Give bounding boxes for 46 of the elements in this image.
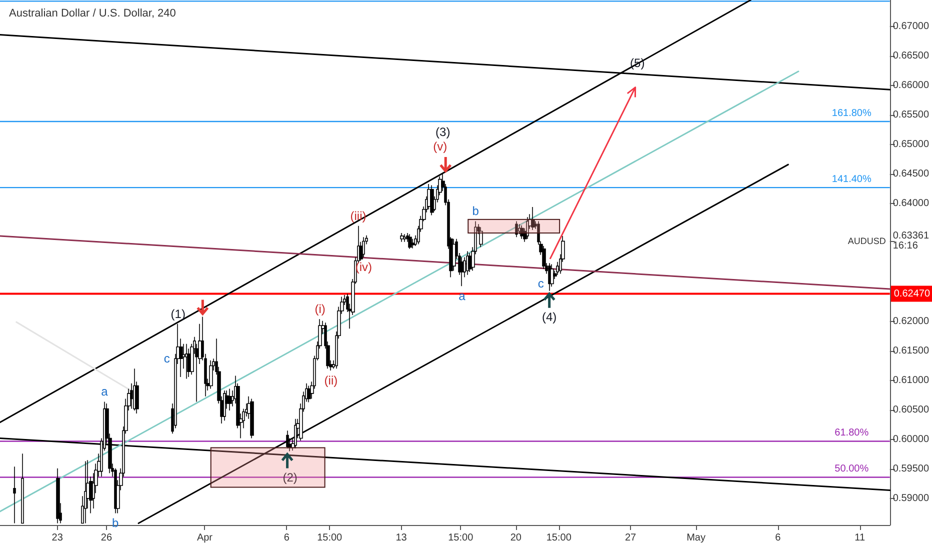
y-tick-label: 0.67000 [892, 21, 930, 32]
annotation: c [164, 352, 170, 366]
ref-line-label: 0.62470 [894, 288, 930, 300]
x-tick-label: 20 [510, 532, 522, 544]
annotation: 161.80% [832, 108, 872, 120]
x-tick-label: 15:00 [448, 532, 474, 544]
text: Australian Dollar / U.S. Dollar, 240 [9, 8, 176, 20]
y-tick-label: 0.59000 [892, 492, 930, 504]
y-tick-label: 0.66500 [892, 50, 930, 62]
x-tick-label: 13 [396, 532, 408, 544]
y-tick-label: 0.62000 [892, 316, 930, 327]
x-tick-label: May [686, 532, 706, 544]
x-tick-label: 6 [775, 532, 782, 544]
x-tick-label: 11 [854, 532, 866, 544]
x-tick-label: Apr [196, 532, 214, 544]
annotation: 61.80% [834, 428, 869, 439]
annotation: b [472, 204, 480, 218]
x-tick-label: 23 [52, 532, 64, 544]
y-tick-label: 0.66000 [892, 80, 930, 92]
x-tick-label: 15:00 [317, 532, 343, 544]
annotation: (ii) [324, 373, 338, 388]
y-tick-label: 0.61500 [892, 345, 930, 356]
y-tick-label: 0.64000 [892, 198, 930, 210]
annotation: (1) [170, 306, 186, 321]
annotation: (iii) [350, 208, 366, 223]
x-tick-label: 26 [100, 532, 112, 544]
annotation: (4) [542, 310, 557, 324]
y-tick-label: 0.65500 [892, 110, 930, 121]
y-tick-label: 0.63361 16:16 [892, 230, 930, 252]
annotation: a [101, 384, 108, 399]
annotation: (i) [314, 302, 326, 316]
x-tick-label: 6 [284, 532, 290, 544]
y-tick-label: 0.64500 [892, 168, 930, 180]
y-tick-label: 0.59500 [892, 463, 930, 474]
annotation: AUDUSD [848, 236, 886, 246]
y-tick-label: 0.60000 [892, 434, 930, 445]
x-tick-label: 27 [624, 532, 637, 544]
y-tick-label: 0.65000 [892, 139, 930, 150]
annotation: c [538, 276, 544, 291]
x-tick-label: 15:00 [546, 532, 572, 544]
y-tick-label: 0.61000 [892, 374, 930, 386]
annotation: 141.40% [832, 174, 872, 186]
annotation: (v) [433, 139, 448, 154]
annotation: (3) [436, 125, 450, 140]
annotation: 50.00% [834, 464, 869, 475]
y-tick-label: 0.60500 [892, 404, 930, 416]
